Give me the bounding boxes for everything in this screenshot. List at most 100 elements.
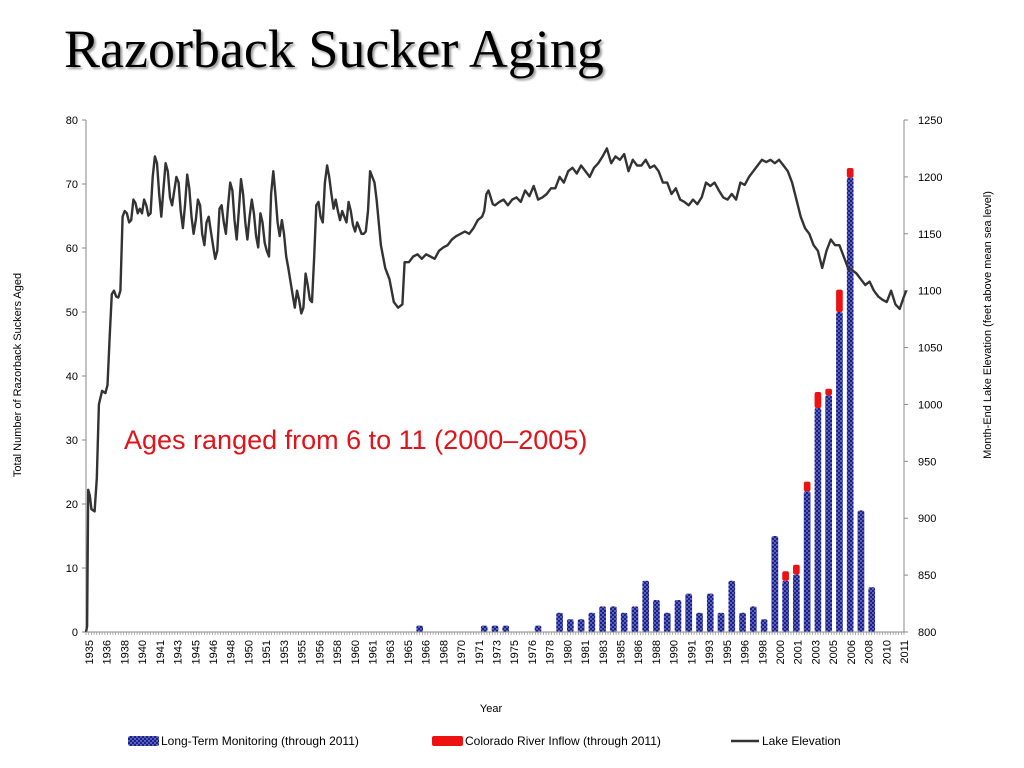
y-right-tick-label: 1100 bbox=[918, 286, 942, 298]
legend-label: Lake Elevation bbox=[762, 734, 841, 748]
x-tick-label: 1970 bbox=[456, 640, 468, 664]
x-tick-label: 1993 bbox=[704, 640, 716, 664]
bar-long-term-monitoring bbox=[717, 612, 725, 632]
x-tick-label: 1958 bbox=[332, 640, 344, 664]
bar-long-term-monitoring bbox=[793, 574, 800, 632]
x-tick-label: 1986 bbox=[633, 640, 645, 664]
x-tick-label: 1951 bbox=[261, 640, 273, 664]
x-tick-label: 2000 bbox=[775, 640, 787, 664]
bar-long-term-monitoring bbox=[567, 619, 574, 632]
bar-long-term-monitoring bbox=[760, 619, 768, 632]
x-tick-label: 1950 bbox=[243, 640, 255, 664]
x-tick-label: 1998 bbox=[757, 640, 769, 664]
bar-colorado-river-inflow bbox=[782, 571, 789, 581]
x-tick-label: 1973 bbox=[492, 640, 504, 664]
bar-colorado-river-inflow bbox=[814, 392, 822, 408]
x-tick-label: 1943 bbox=[173, 640, 185, 664]
y-left-tick-label: 30 bbox=[66, 435, 78, 447]
bar-long-term-monitoring bbox=[749, 606, 757, 632]
x-tick-label: 1971 bbox=[474, 640, 486, 664]
bar-long-term-monitoring bbox=[556, 612, 563, 632]
y-right-tick-label: 900 bbox=[918, 513, 936, 525]
bar-long-term-monitoring bbox=[706, 593, 714, 632]
x-tick-label: 1983 bbox=[598, 640, 610, 664]
y-right-tick-label: 850 bbox=[918, 570, 936, 582]
x-tick-label: 2008 bbox=[864, 640, 876, 664]
bar-colorado-river-inflow bbox=[825, 388, 832, 396]
x-tick-label: 1968 bbox=[438, 640, 450, 664]
y-right-tick-label: 1150 bbox=[918, 229, 942, 241]
bar-long-term-monitoring bbox=[685, 593, 693, 632]
y-left-tick-label: 60 bbox=[66, 243, 78, 255]
bar-long-term-monitoring bbox=[502, 625, 510, 632]
x-tick-label: 1965 bbox=[403, 640, 415, 664]
y-left-tick-label: 10 bbox=[66, 563, 78, 575]
bar-colorado-river-inflow bbox=[836, 289, 843, 312]
x-axis: 1935 1936 1938 1940 1941 1943 1945 1946 1948 1950… bbox=[84, 631, 911, 664]
lake-elevation-line bbox=[84, 147, 908, 633]
x-tick-label: 1975 bbox=[509, 640, 521, 664]
legend: Long-Term Monitoring (through 2011) Color… bbox=[128, 734, 841, 748]
bar-long-term-monitoring bbox=[588, 612, 596, 632]
legend-label: Long-Term Monitoring (through 2011) bbox=[161, 734, 359, 748]
y-left-tick-label: 80 bbox=[66, 115, 78, 127]
bar-series bbox=[416, 168, 876, 632]
bar-colorado-river-inflow bbox=[803, 481, 811, 492]
x-tick-label: 1936 bbox=[102, 640, 114, 664]
x-tick-label: 2010 bbox=[881, 640, 893, 664]
bar-colorado-river-inflow bbox=[793, 564, 800, 575]
y-left-tick-label: 40 bbox=[66, 371, 78, 383]
bar-long-term-monitoring bbox=[846, 177, 854, 632]
y-axis-right-label: Month-End Lake Elevation (feet above mea… bbox=[982, 191, 994, 459]
lake-elevation-series bbox=[84, 147, 908, 633]
y-right-tick-label: 950 bbox=[918, 456, 936, 468]
x-tick-label: 1978 bbox=[545, 640, 557, 664]
x-tick-label: 1990 bbox=[669, 640, 681, 664]
x-tick-label: 1985 bbox=[616, 640, 628, 664]
chart-annotation: Ages ranged from 6 to 11 (2000–2005) bbox=[124, 425, 587, 455]
bar-long-term-monitoring bbox=[620, 612, 628, 632]
bar-long-term-monitoring bbox=[728, 580, 736, 632]
y-left-tick-label: 70 bbox=[66, 179, 78, 191]
left-axis: 0 10 20 30 40 50 60 70 80 bbox=[66, 115, 87, 639]
x-tick-label: 1988 bbox=[651, 640, 663, 664]
slide-title: Razorback Sucker Aging bbox=[64, 19, 604, 79]
x-tick-label: 1956 bbox=[314, 640, 326, 664]
bar-colorado-river-inflow bbox=[846, 168, 854, 178]
x-tick-label: 1935 bbox=[84, 640, 96, 664]
x-tick-label: 2005 bbox=[828, 640, 840, 664]
x-tick-label: 2001 bbox=[793, 640, 805, 664]
x-tick-label: 1981 bbox=[580, 640, 592, 664]
x-tick-label: 1960 bbox=[350, 640, 362, 664]
x-tick-label: 2006 bbox=[846, 640, 858, 664]
legend-swatch bbox=[432, 736, 463, 746]
x-tick-label: 1955 bbox=[297, 640, 309, 664]
bar-long-term-monitoring bbox=[836, 312, 843, 632]
bar-long-term-monitoring bbox=[739, 612, 746, 632]
x-tick-label: 1996 bbox=[740, 640, 752, 664]
y-right-tick-label: 800 bbox=[918, 627, 936, 639]
bar-long-term-monitoring bbox=[610, 606, 617, 632]
bar-long-term-monitoring bbox=[631, 606, 639, 632]
x-tick-label: 1995 bbox=[722, 640, 734, 664]
y-right-tick-label: 1000 bbox=[918, 399, 942, 411]
bar-long-term-monitoring bbox=[674, 600, 682, 632]
bar-long-term-monitoring bbox=[803, 491, 811, 632]
bar-long-term-monitoring bbox=[416, 625, 423, 632]
bar-long-term-monitoring bbox=[868, 587, 876, 632]
bar-long-term-monitoring bbox=[491, 625, 499, 632]
x-tick-label: 1991 bbox=[686, 640, 698, 664]
bar-long-term-monitoring bbox=[771, 536, 779, 632]
bar-long-term-monitoring bbox=[653, 600, 660, 632]
bar-long-term-monitoring bbox=[663, 612, 671, 632]
x-tick-label: 1941 bbox=[155, 640, 167, 664]
x-tick-label: 1966 bbox=[421, 640, 433, 664]
right-axis: 800 850 900 950 1000 1050 1100 1150 1200 1250 bbox=[903, 115, 942, 639]
x-tick-label: 1938 bbox=[119, 640, 131, 664]
x-tick-label: 2003 bbox=[810, 640, 822, 664]
y-left-tick-label: 50 bbox=[66, 307, 78, 319]
bar-long-term-monitoring bbox=[599, 606, 606, 632]
x-tick-label: 1948 bbox=[226, 640, 238, 664]
bar-long-term-monitoring bbox=[577, 619, 585, 632]
